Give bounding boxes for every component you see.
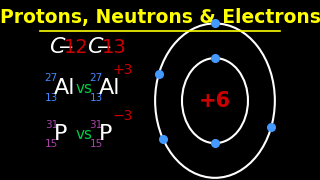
Text: 15: 15 [45,139,58,149]
Text: Al: Al [99,78,120,98]
Text: −: − [58,38,74,57]
Text: 31: 31 [90,120,103,130]
Text: vs: vs [76,81,93,96]
Text: −: − [96,38,112,57]
Text: 27: 27 [45,73,58,84]
Text: P: P [54,124,67,144]
Text: 12: 12 [64,38,89,57]
Text: 27: 27 [90,73,103,84]
Text: Protons, Neutrons & Electrons: Protons, Neutrons & Electrons [0,8,320,27]
Text: C: C [87,37,102,57]
Text: 15: 15 [90,139,103,149]
Text: −3: −3 [112,109,133,123]
Text: 13: 13 [45,93,58,103]
Text: vs: vs [76,127,93,142]
Text: +3: +3 [112,63,133,77]
Text: 13: 13 [90,93,103,103]
Text: 31: 31 [45,120,58,130]
Text: Al: Al [54,78,75,98]
Text: +6: +6 [199,91,231,111]
Text: 13: 13 [102,38,127,57]
Text: C: C [49,37,64,57]
Text: P: P [99,124,112,144]
